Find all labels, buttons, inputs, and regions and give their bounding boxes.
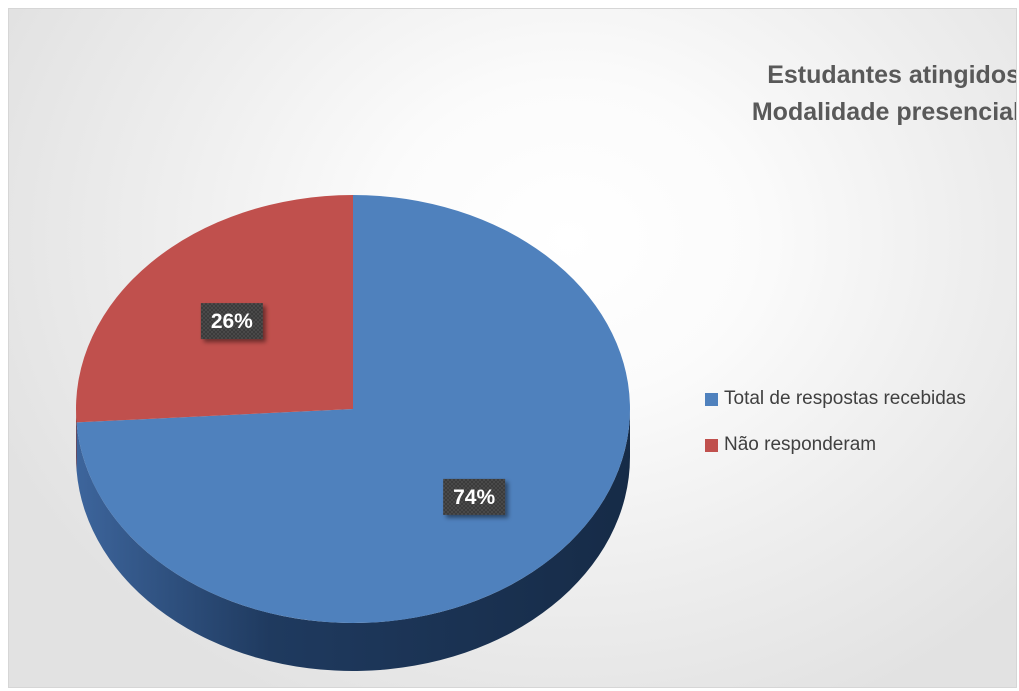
data-label-nao-responderam: 26% <box>200 303 263 340</box>
legend-label: Não responderam <box>724 434 877 455</box>
chart-area: Estudantes atingidos Modalidade presenci… <box>8 8 1017 688</box>
pie-side-total-de-respostas-recebidas <box>76 409 631 672</box>
pie-slice-total-de-respostas-recebidas <box>76 195 631 623</box>
data-label-total-de-respostas-recebidas: 74% <box>443 478 506 515</box>
legend: Total de respostas recebidas Não respond… <box>705 387 966 479</box>
data-label-box <box>200 303 263 340</box>
legend-item-total-respostas: Total de respostas recebidas <box>705 387 966 411</box>
chart-title-line-2: Modalidade presencial <box>751 98 1017 126</box>
chart-title-line-1: Estudantes atingidos <box>767 61 1017 89</box>
legend-swatch-red <box>705 438 718 452</box>
legend-swatch-blue <box>705 392 718 406</box>
pie-side-nao-responderam <box>76 409 77 471</box>
data-label-text: 26% <box>211 310 253 333</box>
data-label-box <box>443 478 506 515</box>
legend-item-nao-responderam: Não responderam <box>705 433 966 457</box>
legend-label: Total de respostas recebidas <box>724 388 966 409</box>
data-label-text: 74% <box>453 486 495 509</box>
chart-title: Estudantes atingidos Modalidade presenci… <box>751 57 1017 131</box>
pie-chart: 74% 26% <box>75 195 631 672</box>
